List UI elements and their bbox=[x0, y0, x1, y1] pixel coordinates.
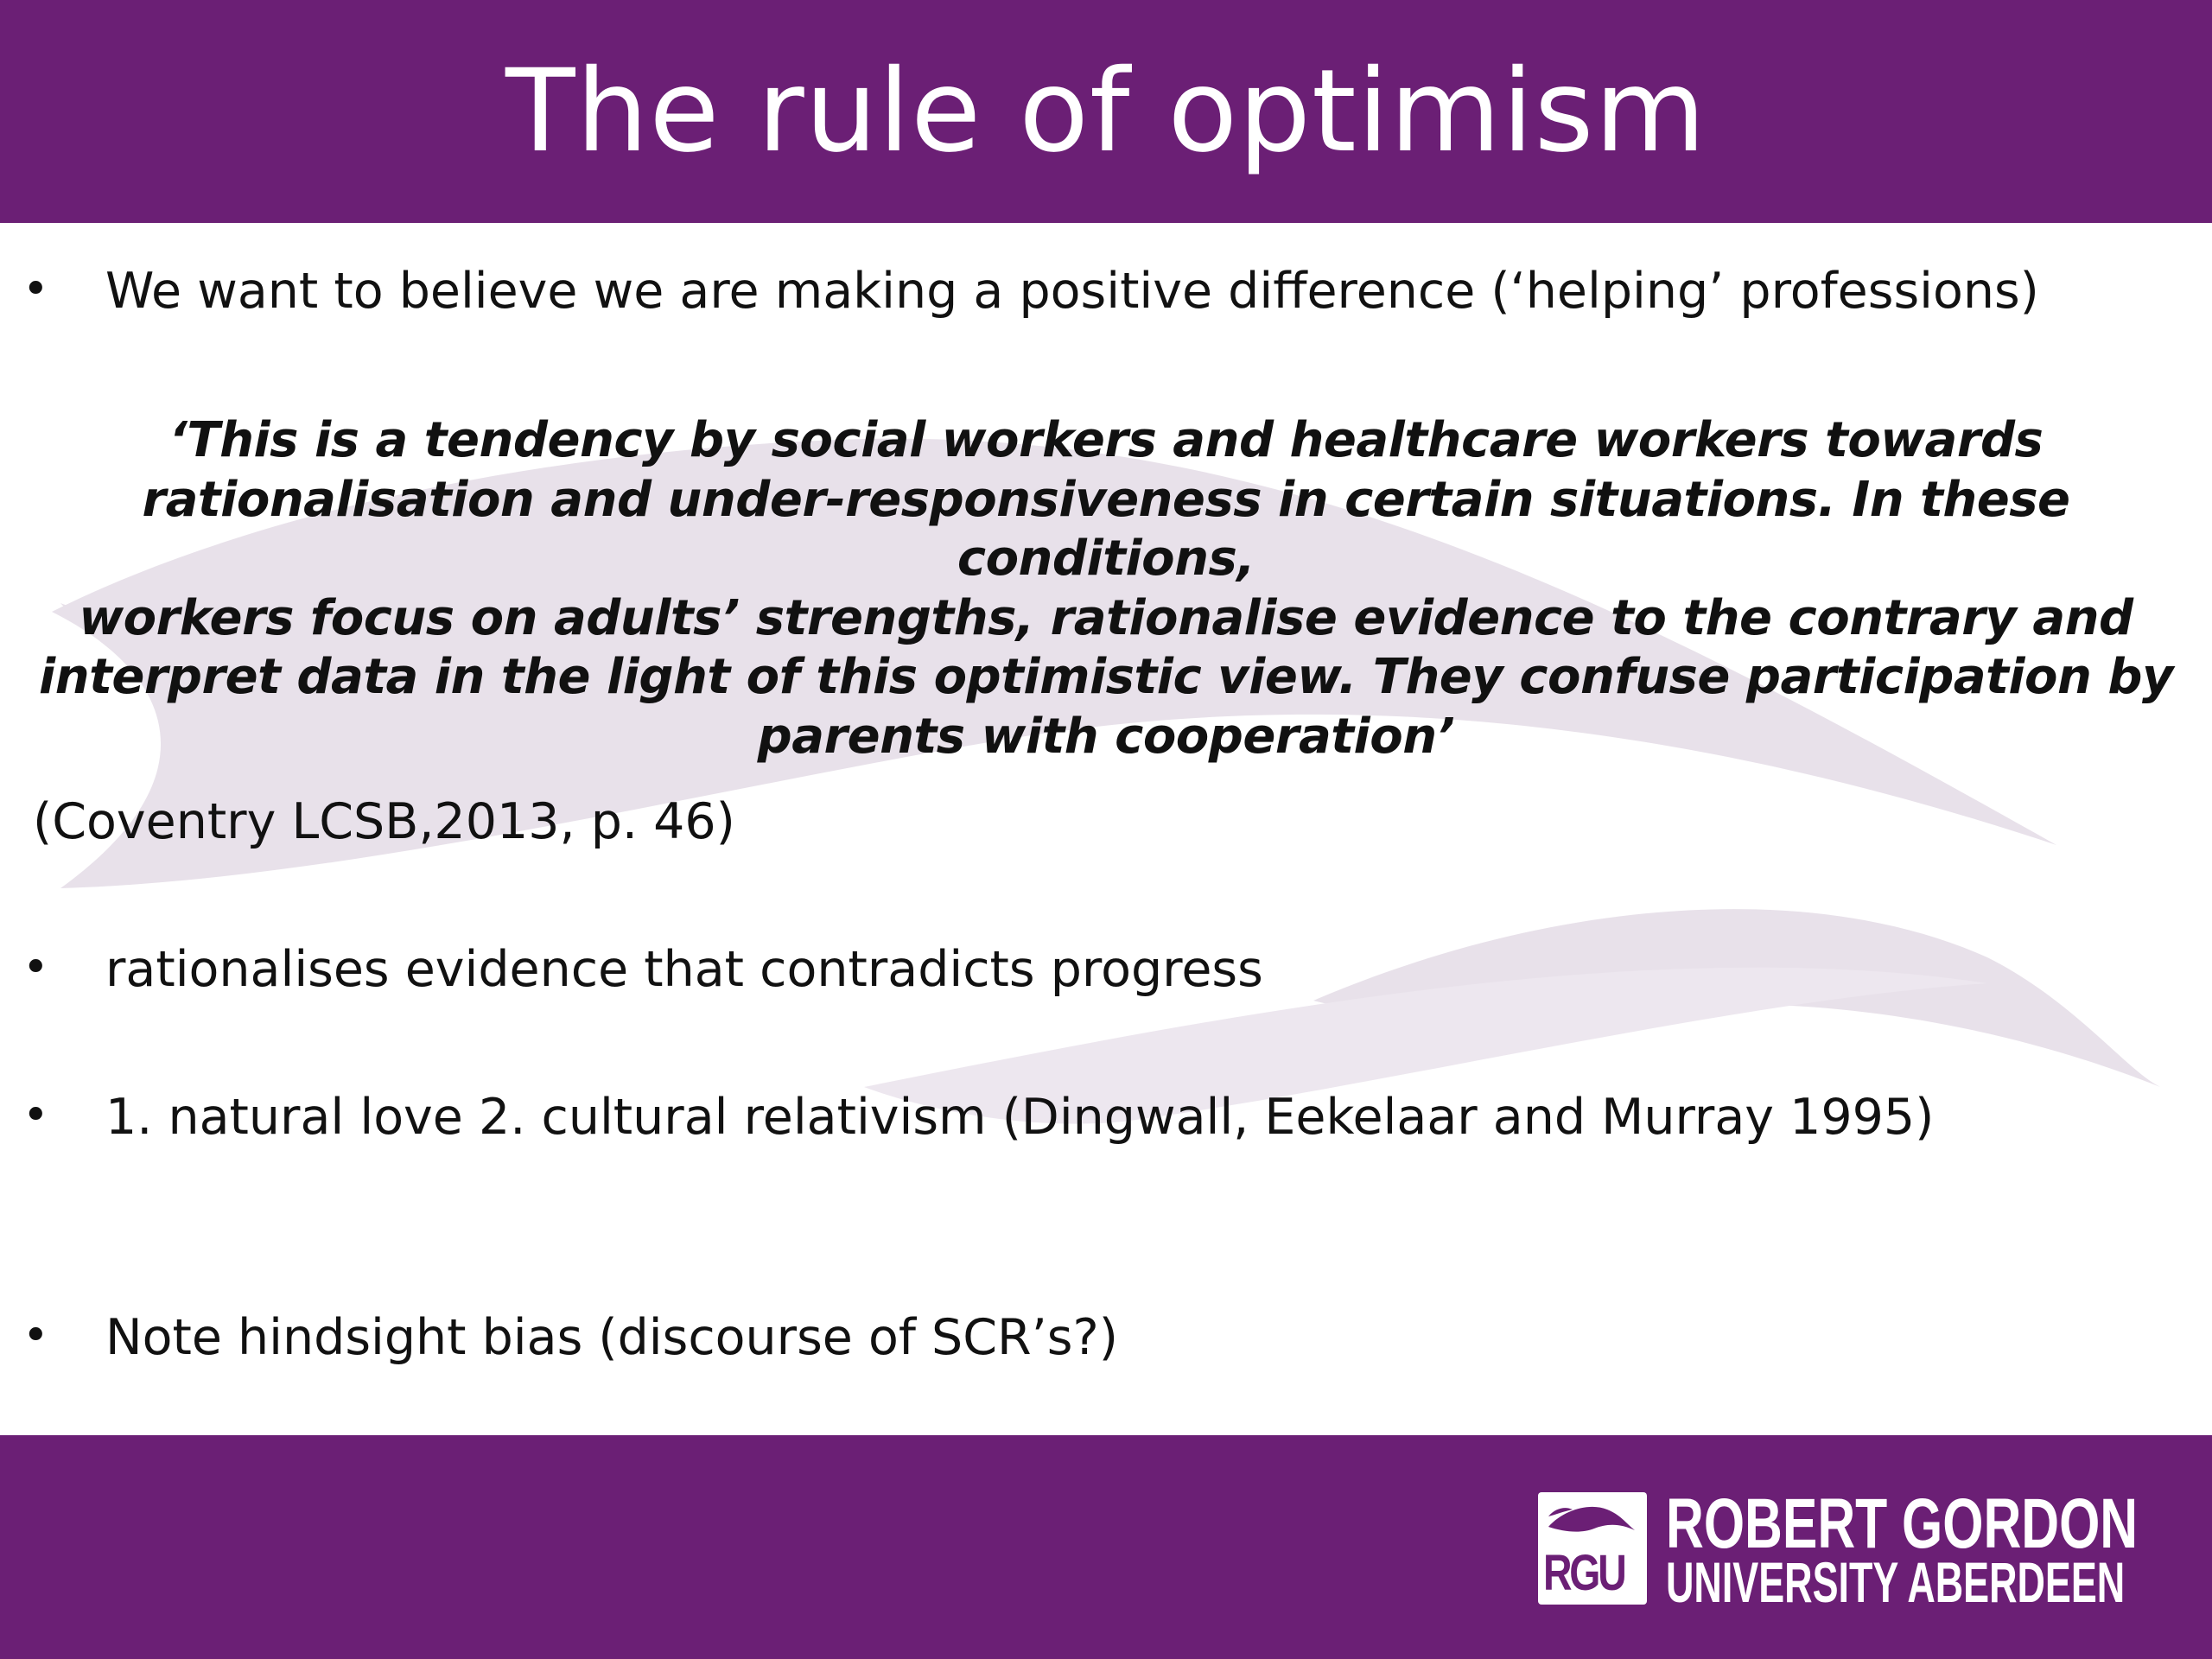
bullet-text: 1. natural love 2. cultural relativism (… bbox=[105, 1089, 1935, 1146]
citation: (Coventry LCSB,2013, p. 46) bbox=[33, 793, 735, 850]
logo-mark: RGU bbox=[1538, 1492, 1647, 1605]
watermark-swoosh bbox=[52, 438, 2160, 1124]
quote-line: interpret data in the light of this opti… bbox=[39, 649, 2173, 705]
logo-line-1: ROBERT GORDON bbox=[1666, 1484, 2139, 1563]
bullet-marker: • bbox=[22, 1310, 49, 1362]
footer-bar bbox=[0, 1435, 2212, 1659]
bullet-text: We want to believe we are making a posit… bbox=[105, 263, 2039, 320]
slide-title: The rule of optimism bbox=[505, 45, 1707, 178]
quote-line: parents with cooperation’ bbox=[757, 708, 1455, 765]
bullet-text: Note hindsight bias (discourse of SCR’s?… bbox=[105, 1309, 1118, 1366]
bullet-marker: • bbox=[22, 1090, 49, 1141]
quote-line: workers focus on adults’ strengths, rati… bbox=[79, 589, 2133, 646]
quote-line: rationalisation and under-responsiveness… bbox=[142, 471, 2070, 588]
logo-line-2: UNIVERSITY ABERDEEN bbox=[1666, 1550, 2126, 1614]
swoosh-shape-upper bbox=[52, 438, 2056, 888]
logo-mark-text: RGU bbox=[1543, 1545, 1627, 1601]
title-bar: The rule of optimism bbox=[0, 0, 2212, 223]
quote-block: ‘This is a tendency by social workers an… bbox=[17, 411, 2195, 766]
quote-line: ‘This is a tendency by social workers an… bbox=[168, 412, 2044, 468]
bullet-text: rationalises evidence that contradicts p… bbox=[105, 941, 1263, 998]
swoosh-shape-bottom bbox=[864, 967, 1987, 1124]
bullet-marker: • bbox=[22, 942, 49, 994]
bullet-marker: • bbox=[22, 264, 49, 315]
swoosh-shape-left bbox=[60, 603, 285, 693]
logo-swoosh-icon bbox=[1548, 1506, 1635, 1532]
